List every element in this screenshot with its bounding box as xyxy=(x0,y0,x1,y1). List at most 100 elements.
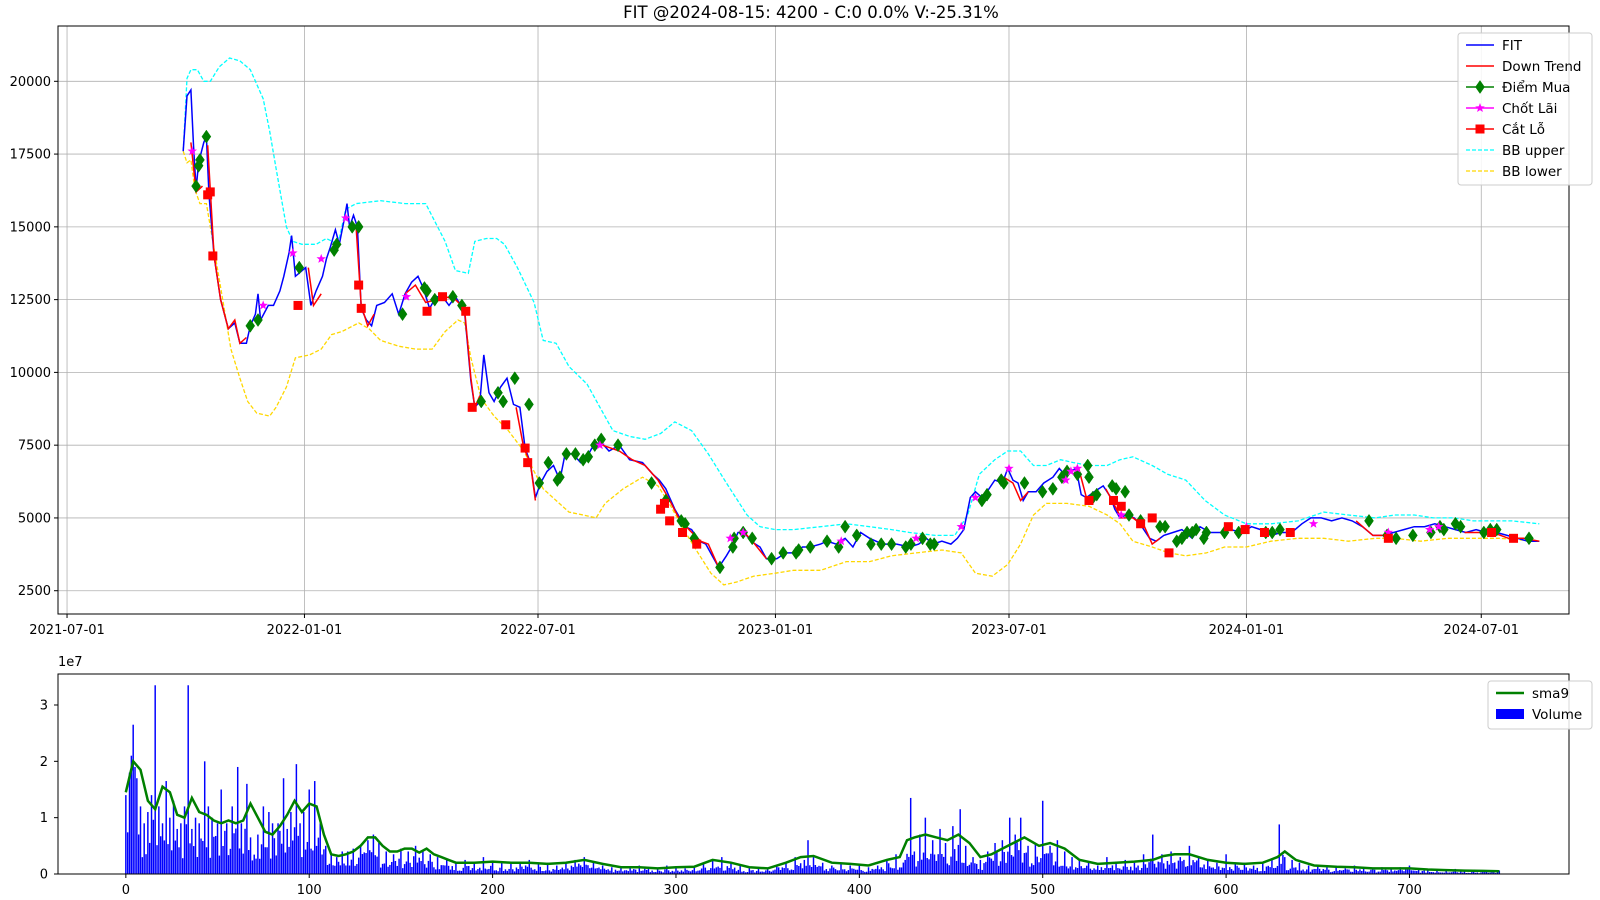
volume-bar xyxy=(262,806,265,874)
take-profit-marker xyxy=(956,521,966,531)
volume-bar xyxy=(508,868,510,874)
volume-bar xyxy=(302,812,305,874)
volume-bar xyxy=(394,860,397,874)
volume-bar xyxy=(1395,870,1398,874)
volume-bar xyxy=(194,817,197,874)
volume-bar xyxy=(796,865,798,874)
volume-bar xyxy=(341,851,343,874)
volume-bar xyxy=(737,869,740,874)
chart-title: FIT @2024-08-15: 4200 - C:0 0.0% V:-25.3… xyxy=(623,3,999,22)
volume-bar xyxy=(919,834,921,874)
legend-box xyxy=(1457,32,1593,186)
y-tick-label: 3 xyxy=(40,698,48,713)
series-down-trend xyxy=(743,532,767,560)
volume-bar xyxy=(240,823,243,874)
volume-bar xyxy=(246,783,248,874)
volume-bar xyxy=(1493,872,1495,874)
buy-marker xyxy=(793,543,804,557)
volume-bar xyxy=(1434,872,1436,874)
volume-bar xyxy=(1445,869,1447,874)
volume-bar xyxy=(829,868,831,874)
volume-bar xyxy=(352,848,354,874)
volume-bar xyxy=(1342,869,1345,874)
volume-bar xyxy=(640,870,642,874)
volume-bar xyxy=(1018,850,1020,874)
volume-bar xyxy=(216,823,219,874)
buy-marker xyxy=(866,537,876,552)
volume-bar xyxy=(1251,868,1253,874)
volume-bar xyxy=(1441,872,1444,874)
volume-bar xyxy=(495,870,497,874)
x-tick-label: 500 xyxy=(1030,883,1055,898)
volume-bar xyxy=(541,870,543,874)
volume-bar xyxy=(721,857,723,874)
volume-bar xyxy=(953,849,956,874)
volume-bar xyxy=(1027,845,1029,874)
volume-bar xyxy=(915,866,917,874)
stop-loss-marker xyxy=(1164,548,1174,558)
volume-bar xyxy=(939,828,941,874)
volume-bar xyxy=(1388,871,1391,874)
volume-bar xyxy=(1401,870,1403,874)
volume-bar xyxy=(794,857,796,874)
volume-bar xyxy=(1447,872,1449,874)
volume-bar xyxy=(279,830,281,874)
volume-bar xyxy=(902,862,905,874)
volume-bar xyxy=(535,870,538,874)
volume-bar xyxy=(856,869,859,874)
volume-bar xyxy=(1078,859,1081,874)
volume-bar xyxy=(952,826,954,874)
volume-bar xyxy=(1040,858,1042,874)
volume-bar xyxy=(1185,866,1187,874)
volume-bar xyxy=(719,867,721,874)
volume-bar xyxy=(466,866,468,874)
volume-bar xyxy=(1152,834,1154,874)
volume-bar xyxy=(180,823,182,874)
volume-bar xyxy=(192,846,195,874)
volume-bar xyxy=(385,851,387,874)
volume-bar xyxy=(524,865,527,874)
volume-bar xyxy=(1337,870,1339,874)
volume-bar xyxy=(1095,869,1097,874)
volume-bar xyxy=(1480,872,1482,874)
volume-bar xyxy=(917,861,919,874)
legend-label: Down Trend xyxy=(1502,59,1582,75)
volume-bar xyxy=(937,854,939,874)
volume-bar xyxy=(398,858,400,874)
legend-item-bb-lower: BB lower xyxy=(1466,164,1562,180)
volume-bar xyxy=(1019,817,1022,874)
volume-bar xyxy=(563,869,565,874)
volume-bar xyxy=(1130,866,1132,874)
series-fit xyxy=(182,87,1540,569)
volume-bar xyxy=(1291,859,1293,874)
take-profit-marker xyxy=(1072,463,1083,473)
volume-bar xyxy=(664,869,666,874)
buy-marker xyxy=(534,476,545,490)
volume-bar xyxy=(691,870,694,874)
volume-bar xyxy=(565,862,567,874)
stop-loss-marker xyxy=(356,303,366,313)
volume-bar xyxy=(636,872,639,874)
volume-bar xyxy=(365,853,367,874)
volume-bar xyxy=(363,852,365,874)
volume-bar xyxy=(766,868,769,874)
buy-marker xyxy=(646,476,657,490)
volume-bar xyxy=(1320,871,1323,874)
series-down-trend xyxy=(404,283,481,411)
volume-bar xyxy=(1309,871,1312,874)
volume-bar xyxy=(651,870,653,874)
volume-bar xyxy=(183,806,186,874)
volume-bar xyxy=(1463,870,1466,874)
volume-bar xyxy=(1012,856,1015,874)
volume-bar xyxy=(1262,862,1264,874)
volume-bar xyxy=(1197,857,1200,874)
volume-bar xyxy=(755,870,758,874)
x-tick-label: 2024-01-01 xyxy=(1209,623,1285,638)
volume-bar xyxy=(468,866,470,874)
buy-marker xyxy=(1524,531,1534,546)
volume-bar xyxy=(1141,867,1143,874)
volume-bar xyxy=(1056,840,1059,874)
volume-bar xyxy=(911,854,914,874)
volume-bar xyxy=(1258,871,1260,874)
